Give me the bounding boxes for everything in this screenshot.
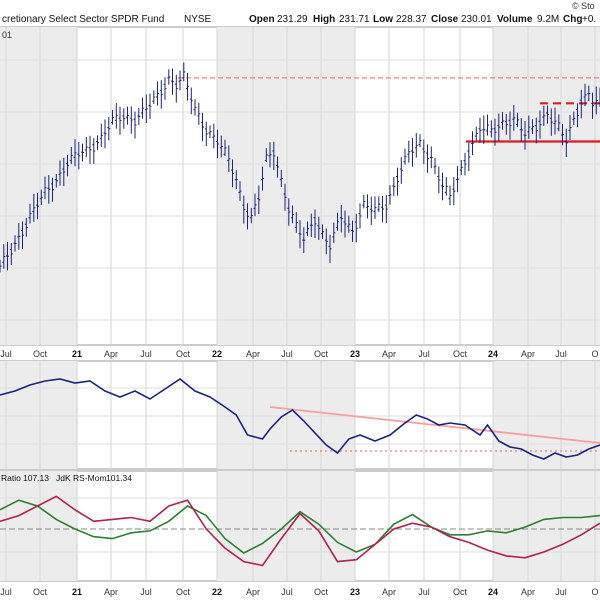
year-shade-1 bbox=[217, 471, 355, 581]
volume-value: 9.2M bbox=[537, 14, 559, 25]
bottom-axis-tick-2: 21 bbox=[72, 587, 82, 597]
bottom-axis-tick-11: Apr bbox=[382, 587, 396, 597]
ratio-trendline bbox=[269, 406, 600, 444]
price-grid bbox=[0, 27, 600, 345]
top-axis-tick-0: Jul bbox=[0, 349, 12, 359]
low-label: Low bbox=[373, 14, 393, 25]
indicator-grid bbox=[0, 471, 600, 581]
high-value: 231.71 bbox=[339, 14, 370, 25]
year-shade-2 bbox=[493, 471, 600, 581]
top-axis-tick-16: Jul bbox=[555, 349, 567, 359]
bottom-axis-tick-15: Apr bbox=[521, 587, 535, 597]
chg-value: +0. bbox=[582, 14, 596, 25]
price-corner-label: 01 bbox=[2, 30, 12, 40]
top-axis-tick-17: O bbox=[591, 349, 598, 359]
top-axis-tick-8: Jul bbox=[281, 349, 293, 359]
top-axis-tick-13: Oct bbox=[453, 349, 468, 359]
high-label: High bbox=[313, 14, 335, 25]
year-shade-0 bbox=[0, 361, 77, 469]
top-axis-tick-1: Oct bbox=[33, 349, 48, 359]
exchange-label: NYSE bbox=[184, 14, 212, 25]
indicator-ratio-value: 107.13 bbox=[23, 473, 49, 483]
top-axis-tick-9: Oct bbox=[314, 349, 329, 359]
bottom-axis-tick-9: Oct bbox=[314, 587, 329, 597]
price-year-shading bbox=[0, 27, 600, 345]
top-axis-tick-15: Apr bbox=[521, 349, 535, 359]
top-axis-tick-7: Apr bbox=[246, 349, 260, 359]
rs-ratio-line bbox=[0, 499, 600, 554]
chart-title: cretionary Select Sector SPDR Fund bbox=[2, 14, 164, 25]
year-shade-2 bbox=[493, 361, 600, 469]
top-axis-tick-11: Apr bbox=[382, 349, 396, 359]
bottom-axis-tick-8: Jul bbox=[281, 587, 293, 597]
time-axis-top: Jul Oct 21 Apr Jul Oct 22 Apr Jul Oct 23 Apr Jul Oct 2… bbox=[0, 349, 598, 359]
top-axis-tick-6: 22 bbox=[212, 349, 222, 359]
bottom-axis-tick-12: Jul bbox=[418, 587, 430, 597]
bottom-axis-tick-13: Oct bbox=[453, 587, 468, 597]
close-label: Close bbox=[431, 14, 459, 25]
top-axis-tick-5: Oct bbox=[176, 349, 191, 359]
indicator-year-shading bbox=[0, 471, 600, 581]
ratio-panel bbox=[0, 360, 600, 470]
indicator-mom-label: JdK RS-Mom bbox=[56, 473, 107, 483]
bottom-axis-tick-0: Jul bbox=[0, 587, 12, 597]
chg-label: Chg bbox=[563, 14, 582, 25]
bottom-axis-tick-10: 23 bbox=[350, 587, 360, 597]
low-value: 228.37 bbox=[396, 14, 427, 25]
open-value: 231.29 bbox=[277, 14, 308, 25]
chart-header: cretionary Select Sector SPDR Fund NYSE … bbox=[2, 1, 596, 25]
volume-label: Volume bbox=[497, 14, 533, 25]
bottom-axis-tick-17: O bbox=[591, 587, 598, 597]
price-bars bbox=[0, 62, 600, 273]
bottom-axis-tick-6: 22 bbox=[212, 587, 222, 597]
bottom-axis-tick-1: Oct bbox=[33, 587, 48, 597]
top-axis-tick-14: 24 bbox=[488, 349, 498, 359]
open-label: Open bbox=[249, 14, 275, 25]
price-panel: 01 bbox=[0, 26, 600, 346]
indicator-mom-value: 101.34 bbox=[106, 473, 132, 483]
top-axis-tick-12: Jul bbox=[418, 349, 430, 359]
bottom-axis-tick-5: Oct bbox=[176, 587, 191, 597]
bottom-axis-tick-16: Jul bbox=[555, 587, 567, 597]
top-axis-tick-10: 23 bbox=[350, 349, 360, 359]
year-shade-0 bbox=[0, 27, 77, 345]
indicator-ratio-label: Ratio bbox=[1, 473, 21, 483]
ratio-series-line bbox=[0, 378, 600, 460]
year-shade-2 bbox=[493, 27, 600, 345]
top-axis-tick-2: 21 bbox=[72, 349, 82, 359]
bottom-axis-tick-3: Apr bbox=[104, 587, 118, 597]
close-value: 230.01 bbox=[461, 14, 492, 25]
year-shade-0 bbox=[0, 471, 77, 581]
indicator-panel: Ratio 107.13 JdK RS-Mom 101.34 bbox=[0, 470, 600, 582]
bottom-axis-tick-7: Apr bbox=[246, 587, 260, 597]
time-axis-bottom: Jul Oct 21 Apr Jul Oct 22 Apr Jul Oct 23 Apr Jul Oct 2… bbox=[0, 587, 598, 597]
year-shade-1 bbox=[217, 27, 355, 345]
watermark: © Sto bbox=[572, 1, 595, 11]
ratio-grid bbox=[0, 361, 600, 469]
rs-momentum-line bbox=[0, 495, 600, 567]
top-axis-tick-4: Jul bbox=[140, 349, 152, 359]
top-axis-tick-3: Apr bbox=[104, 349, 118, 359]
bottom-axis-tick-4: Jul bbox=[140, 587, 152, 597]
bottom-axis-tick-14: 24 bbox=[488, 587, 498, 597]
